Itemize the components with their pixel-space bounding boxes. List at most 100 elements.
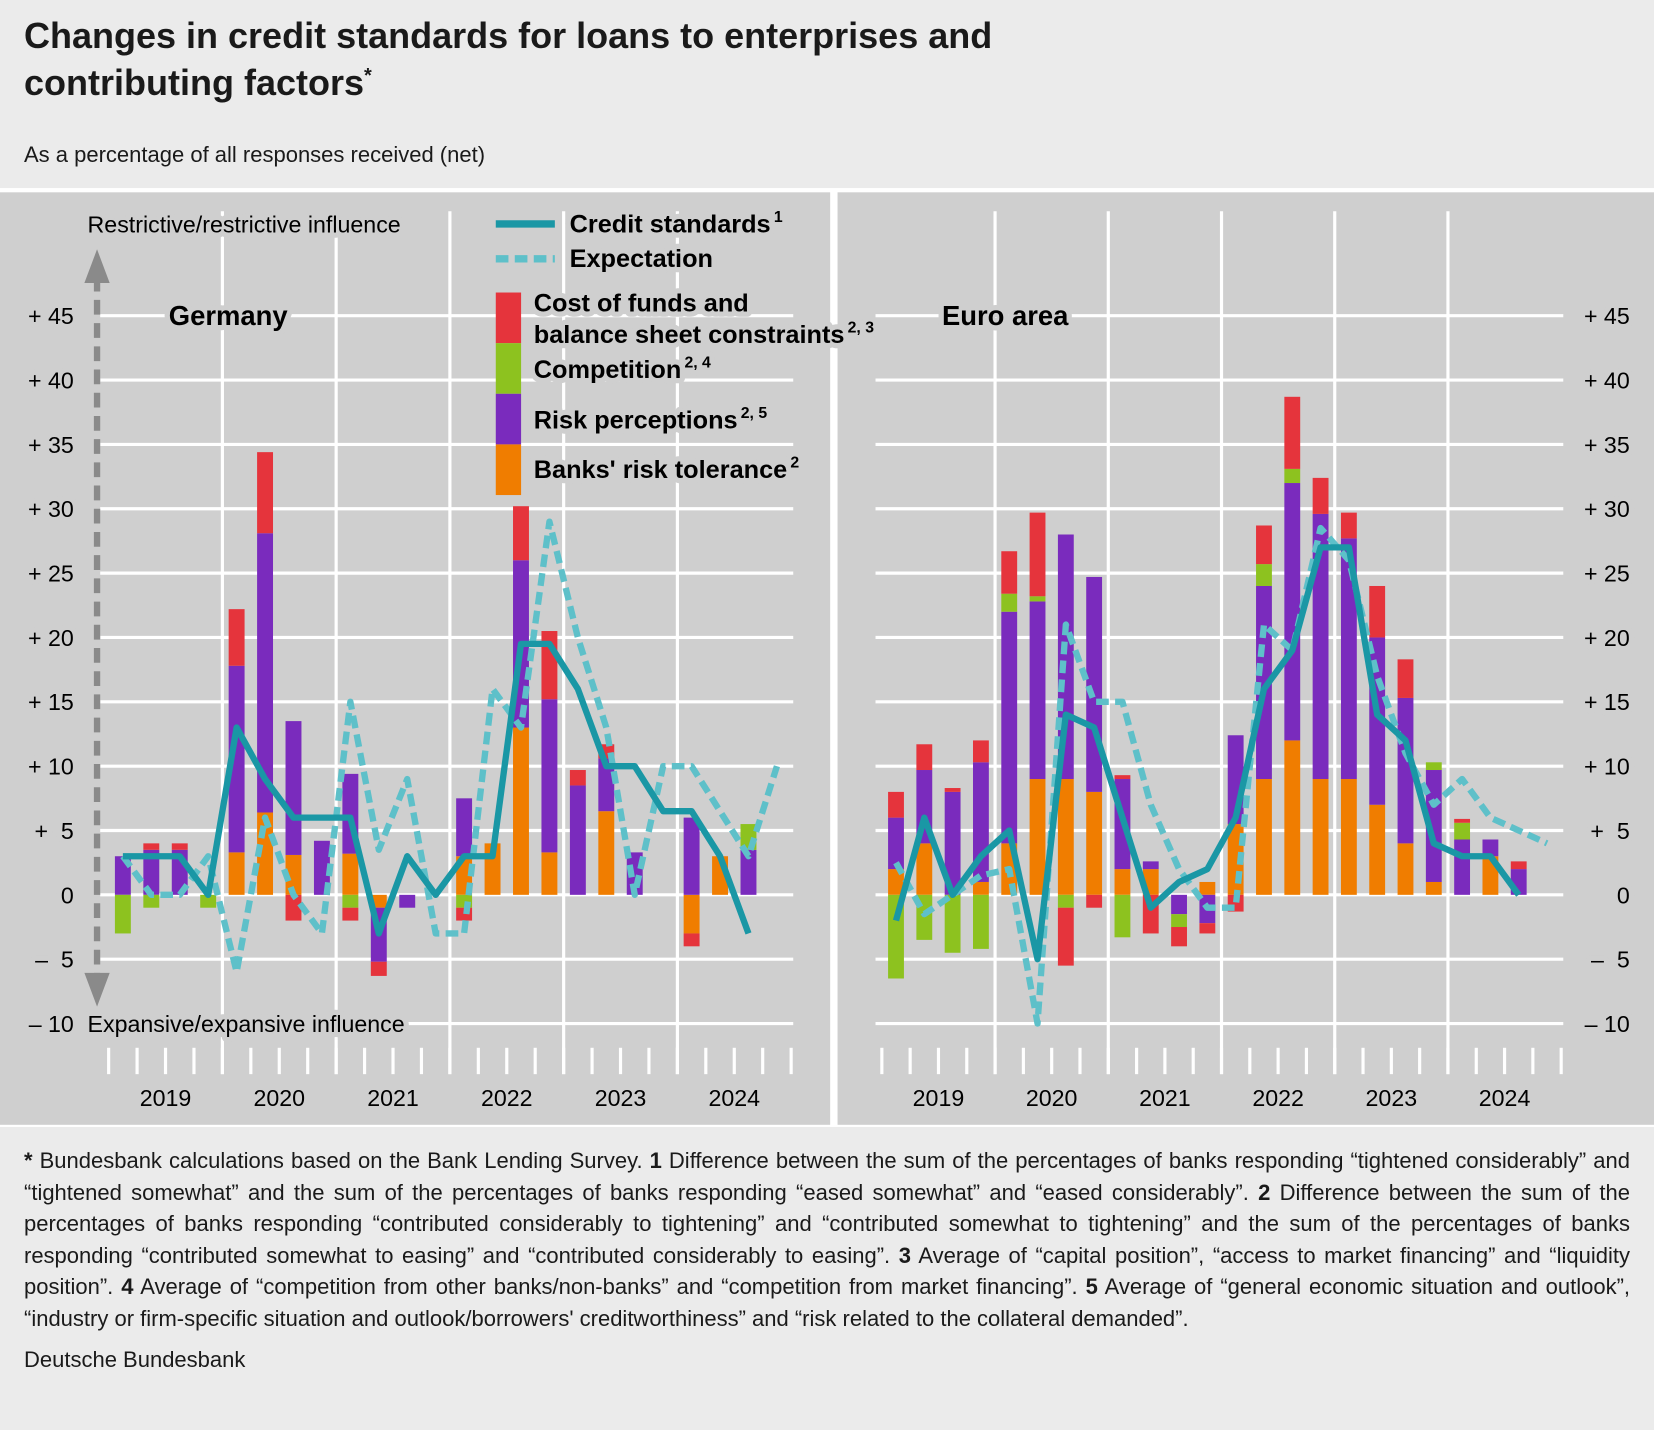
y-tick-label: + 45 xyxy=(1584,303,1630,329)
bar-segment xyxy=(1199,881,1216,895)
bar-segment xyxy=(1086,894,1103,908)
bar-segment xyxy=(1284,396,1301,469)
bar-segment xyxy=(683,894,700,934)
x-group-label: 2021 xyxy=(1139,1085,1191,1111)
y-tick-label: – 10 xyxy=(1585,1011,1630,1037)
x-group-label: 2023 xyxy=(595,1085,647,1111)
x-group-label: 2024 xyxy=(1479,1085,1531,1111)
bar-segment xyxy=(143,849,160,895)
bar-segment xyxy=(114,894,131,934)
footnote-marker: 2 xyxy=(1258,1179,1271,1205)
subtitle: As a percentage of all responses receive… xyxy=(24,142,486,167)
bar-segment xyxy=(1029,601,1046,780)
bar-segment xyxy=(1369,804,1386,895)
legend-label: Credit standards xyxy=(570,210,771,238)
bar-segment xyxy=(972,894,989,949)
bar-segment xyxy=(1397,659,1414,698)
footnote-marker: 3 xyxy=(898,1242,911,1268)
y-tick-label: + 30 xyxy=(1584,496,1630,522)
bar-segment xyxy=(342,894,359,908)
bar-segment xyxy=(1340,512,1357,539)
legend-note: 1 xyxy=(774,209,783,226)
panel-title: Germany xyxy=(169,300,289,331)
y-tick-label: + 30 xyxy=(28,496,74,522)
bar-segment xyxy=(1001,611,1018,844)
bar-segment xyxy=(285,854,302,895)
bar-segment xyxy=(1057,779,1074,895)
footnote: Average of “general economic situation a… xyxy=(24,1274,1631,1331)
x-group-label: 2020 xyxy=(1026,1085,1078,1111)
bar-segment xyxy=(1425,762,1442,771)
x-group-label: 2020 xyxy=(253,1085,305,1111)
bar-segment xyxy=(1340,538,1357,780)
footnote-marker: 5 xyxy=(1085,1274,1098,1299)
bar-segment xyxy=(1454,818,1471,823)
legend-note: 2, 3 xyxy=(848,320,875,337)
x-group-label: 2019 xyxy=(140,1085,192,1111)
bar-segment xyxy=(1256,525,1272,565)
footnote: Average of “capital position”, “access t… xyxy=(24,1242,1630,1300)
y-tick-label: + 10 xyxy=(28,754,74,780)
arrow-head xyxy=(84,249,110,284)
bar-segment xyxy=(171,843,188,850)
y-tick-label: + 25 xyxy=(1584,561,1630,587)
bar-segment xyxy=(1340,779,1357,895)
bar-segment xyxy=(1029,596,1046,602)
y-tick-label: + 15 xyxy=(1584,689,1630,715)
expectation-line xyxy=(893,524,1549,1027)
bar-segment xyxy=(683,817,700,895)
bar-segment xyxy=(399,894,416,908)
legend-swatch xyxy=(495,444,522,496)
bar-segment xyxy=(1086,791,1103,895)
legend-note: 2, 5 xyxy=(741,405,768,422)
y-tick-label: + 20 xyxy=(1584,625,1630,651)
y-tick-label: + 5 xyxy=(35,818,74,844)
y-tick-label: 0 xyxy=(61,882,74,908)
bar-segment xyxy=(228,852,245,895)
bar-segment xyxy=(200,894,217,908)
x-group-label: 2023 xyxy=(1366,1085,1418,1111)
bar-segment xyxy=(143,894,160,908)
footnote: Average of “competition from other banks… xyxy=(140,1274,1078,1299)
bar-segment xyxy=(1057,894,1074,908)
legend-label-line: Cost of funds and xyxy=(534,290,756,318)
bar-segment xyxy=(1510,861,1527,870)
footnote-text: * Bundesbank calculations based on the B… xyxy=(24,1145,1630,1334)
bar-segment xyxy=(1482,839,1499,857)
bar-segment xyxy=(1057,907,1074,966)
bar-segment xyxy=(513,506,529,561)
bar-segment xyxy=(456,798,473,857)
footnote: Difference between the sum of the percen… xyxy=(24,1179,1630,1268)
bar-segment xyxy=(740,849,757,895)
bar-segment xyxy=(1029,779,1046,895)
footnote: Bundesbank calculations based on the Ban… xyxy=(39,1148,643,1173)
x-group-label: 2024 xyxy=(708,1085,760,1111)
annotation: Restrictive/restrictive influence xyxy=(88,211,401,237)
bar-segment xyxy=(1001,551,1018,594)
bar-segment xyxy=(598,811,615,895)
legend-swatch xyxy=(495,343,522,394)
bar-segment xyxy=(342,853,359,895)
y-tick-label: + 40 xyxy=(28,368,74,394)
bar-segment xyxy=(916,843,933,895)
bar-segment xyxy=(1142,861,1159,870)
footnote-marker: * xyxy=(24,1148,33,1173)
bar-segment xyxy=(257,452,274,534)
bar-segment xyxy=(1425,770,1442,882)
expectation-line xyxy=(120,518,780,976)
legend-label: Risk perceptions xyxy=(534,407,738,435)
footnote-marker: 1 xyxy=(649,1148,662,1173)
lines-layer xyxy=(122,544,1522,963)
bar-segment xyxy=(342,907,359,921)
bar-segment xyxy=(598,758,615,812)
arrow-head xyxy=(84,972,110,1007)
bar-segment xyxy=(228,609,245,666)
legend-label: Competition xyxy=(534,356,682,384)
bar-segment xyxy=(1114,869,1131,895)
bar-segment xyxy=(1425,881,1442,895)
bar-segment xyxy=(513,727,529,895)
legend-note: 2, 4 xyxy=(684,354,711,371)
y-tick-label: + 20 xyxy=(28,625,74,651)
bar-segment xyxy=(888,791,904,818)
